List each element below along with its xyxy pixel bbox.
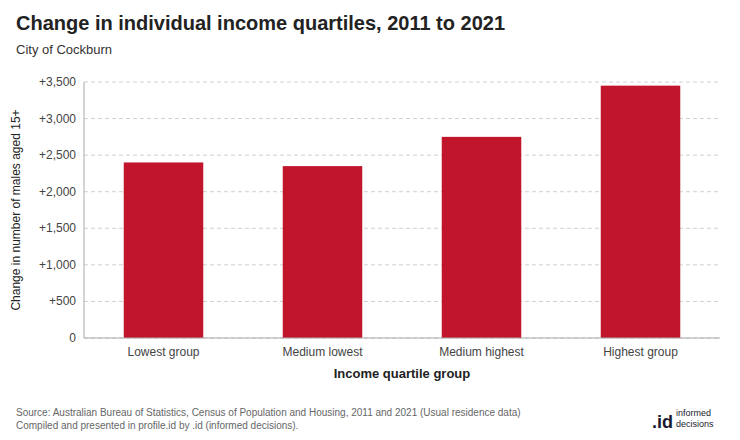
y-tick-label: +1,500	[39, 221, 76, 235]
logo-mark: .id	[652, 412, 673, 432]
grid-line	[84, 338, 720, 339]
y-tick-label: +3,000	[39, 112, 76, 126]
y-tick-label: +500	[49, 294, 76, 308]
bar	[124, 162, 204, 338]
subtitle: City of Cockburn	[16, 42, 112, 57]
chart-container: Change in individual income quartiles, 2…	[0, 0, 740, 440]
source-line: Source: Australian Bureau of Statistics,…	[16, 407, 521, 418]
background	[0, 0, 740, 440]
title: Change in individual income quartiles, 2…	[16, 12, 505, 34]
logo-text: decisions	[676, 419, 714, 429]
bar	[442, 137, 522, 338]
grid	[84, 82, 720, 338]
y-axis-label: Change in number of males aged 15+	[9, 109, 23, 310]
bar	[283, 166, 363, 338]
grid-line	[84, 82, 720, 83]
y-tick-label: +1,000	[39, 258, 76, 272]
y-tick-label: +3,500	[39, 75, 76, 89]
x-tick-label: Medium lowest	[282, 345, 363, 359]
bars	[124, 86, 681, 338]
x-tick-label: Lowest group	[127, 345, 199, 359]
source-line: Compiled and presented in profile.id by …	[16, 420, 298, 431]
source-text: Source: Australian Bureau of Statistics,…	[16, 407, 521, 431]
x-axis-line	[84, 338, 720, 339]
x-tick-label: Medium highest	[439, 345, 524, 359]
x-tick-label: Highest group	[603, 345, 678, 359]
y-tick-label: +2,500	[39, 148, 76, 162]
bar	[601, 86, 681, 338]
y-tick-label: 0	[69, 331, 76, 345]
y-tick-label: +2,000	[39, 185, 76, 199]
x-axis-label: Income quartile group	[334, 366, 471, 381]
logo-text: informed	[676, 408, 711, 418]
chart-svg: Change in individual income quartiles, 2…	[0, 0, 740, 440]
y-axis-line	[84, 82, 85, 338]
